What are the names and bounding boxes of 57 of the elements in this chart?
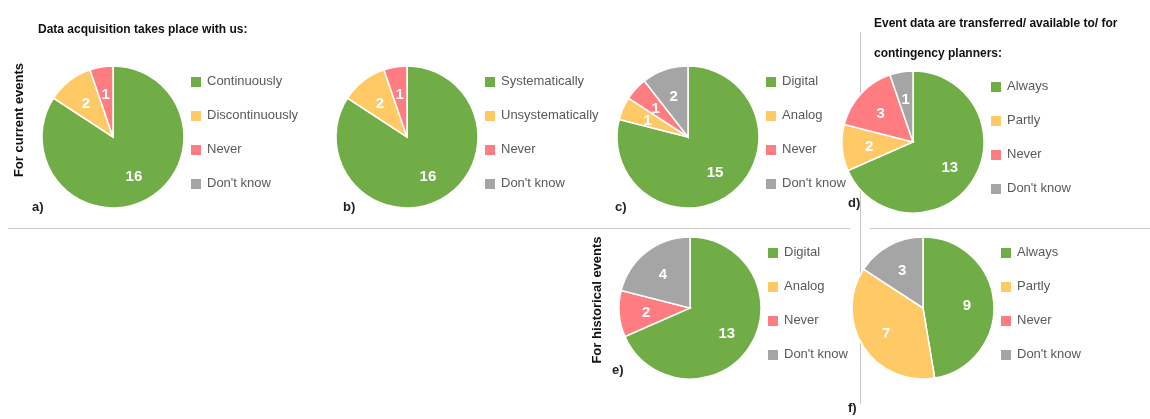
data-label: 1 — [395, 85, 404, 103]
pie-slice — [346, 69, 408, 138]
text: c) — [615, 199, 627, 214]
data-label: 2 — [375, 93, 385, 111]
text: For historical events — [588, 236, 604, 364]
data-label: 2 — [81, 93, 91, 111]
legend-label: Analog — [784, 277, 825, 295]
data-label: 13 — [718, 323, 736, 341]
pie-slice — [41, 65, 185, 209]
data-label: 7 — [881, 323, 891, 341]
legend-label: Always — [1007, 77, 1049, 95]
legend-label: Partly — [1017, 277, 1051, 295]
chart-title: Event data are transferred/ available to/ for contingency planners: — [874, 16, 1118, 60]
pie-slice — [52, 69, 114, 138]
legend-label: Don't know — [1017, 345, 1081, 363]
data-label: 4 — [658, 264, 668, 282]
legend-label: Unsystematically — [501, 106, 599, 124]
legend-label: Continuously — [207, 72, 283, 90]
chart-title: Data acquisition takes place with us: — [38, 21, 249, 38]
legend-label: Don't know — [782, 174, 846, 192]
legend-label: Never — [1017, 311, 1052, 329]
data-label: 16 — [125, 167, 143, 185]
legend-label: Don't know — [1007, 179, 1071, 197]
data-label: 2 — [864, 137, 874, 155]
legend-label: Digital — [784, 243, 821, 261]
text: f) — [848, 400, 857, 415]
data-label: 2 — [641, 303, 651, 321]
text: b) — [343, 199, 356, 214]
text: For current events — [10, 62, 26, 178]
data-label: 15 — [706, 163, 724, 181]
data-label: 1 — [101, 85, 110, 103]
text: e) — [612, 362, 624, 377]
legend-label: Analog — [782, 106, 823, 124]
legend-label: Don't know — [207, 174, 271, 192]
text: a) — [32, 199, 44, 214]
legend-label: Never — [784, 311, 819, 329]
data-label: 2 — [669, 86, 678, 104]
legend-label: Never — [501, 140, 536, 158]
legend-label: Never — [1007, 145, 1042, 163]
legend-label: Never — [207, 140, 242, 158]
data-label: 1 — [651, 98, 660, 116]
legend-label: Discontinuously — [207, 106, 299, 124]
text: d) — [848, 195, 861, 210]
data-label: 3 — [897, 260, 907, 278]
data-label: 1 — [643, 110, 652, 128]
legend-label: Don't know — [784, 345, 848, 363]
data-label: 13 — [941, 157, 959, 175]
legend-label: Systematically — [501, 72, 585, 90]
data-label: 9 — [962, 295, 972, 313]
legend-label: Partly — [1007, 111, 1041, 129]
legend-label: Don't know — [501, 174, 565, 192]
data-label: 16 — [419, 167, 437, 185]
legend-label: Digital — [782, 72, 819, 90]
data-label: 3 — [876, 103, 885, 121]
legend-label: Never — [782, 140, 817, 158]
legend-label: Always — [1017, 243, 1059, 261]
data-label: 1 — [901, 90, 910, 108]
